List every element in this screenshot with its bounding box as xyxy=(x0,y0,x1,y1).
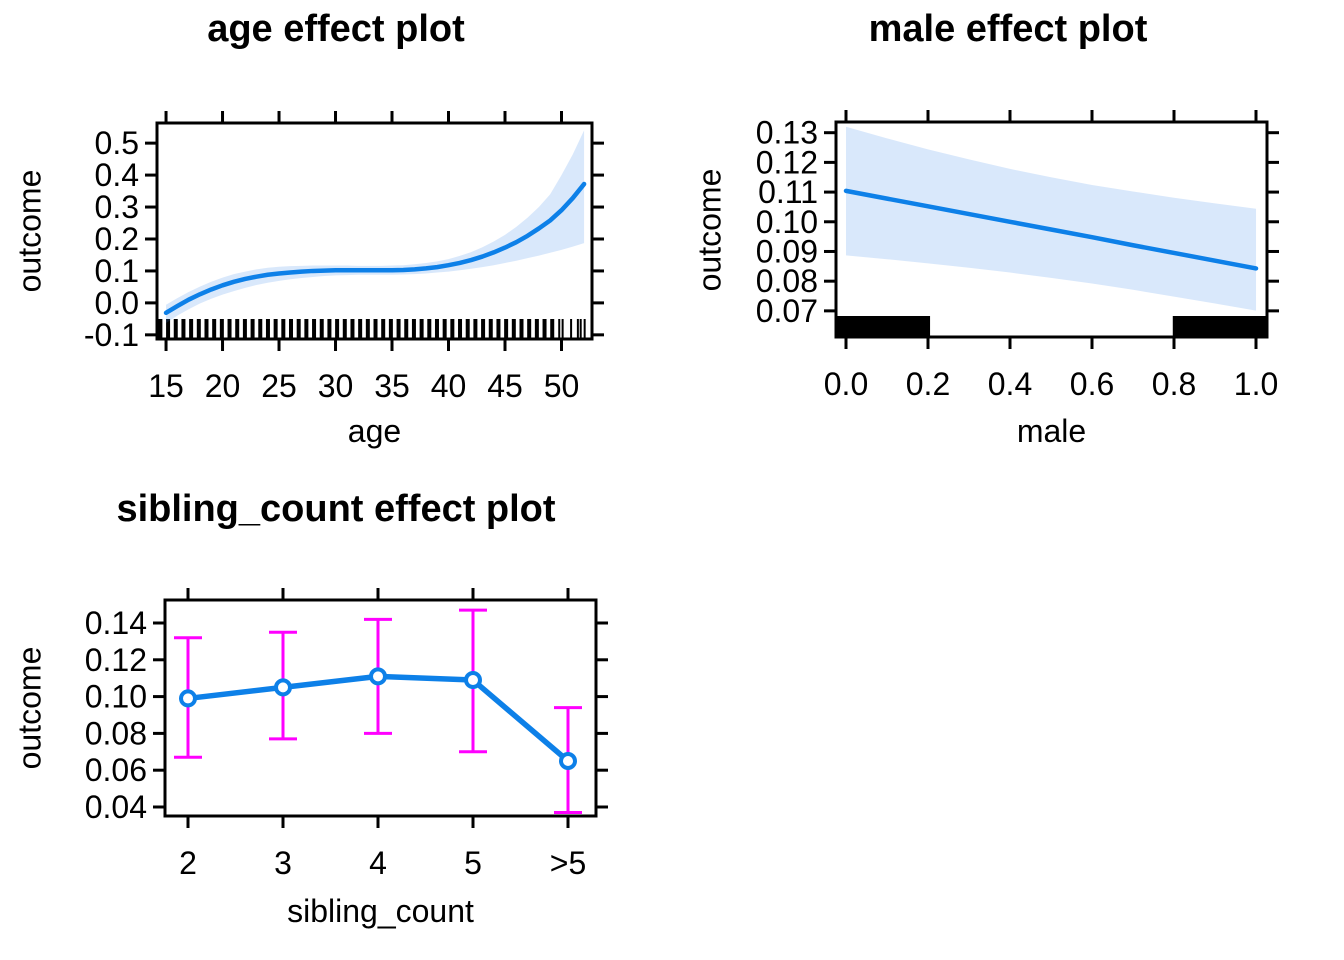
sibling-count-effect-panel: 2 3 4 5 >5 0.04 0.06 0.08 0.10 0.12 0.14 sibling_c… xyxy=(0,480,672,960)
svg-text:2: 2 xyxy=(179,845,197,881)
svg-text:0.06: 0.06 xyxy=(85,752,147,788)
svg-text:0.4: 0.4 xyxy=(988,366,1032,402)
svg-text:25: 25 xyxy=(261,368,297,404)
svg-text:15: 15 xyxy=(148,368,184,404)
svg-text:0.0: 0.0 xyxy=(824,366,868,402)
svg-text:0.13: 0.13 xyxy=(756,115,818,151)
svg-text:0.1: 0.1 xyxy=(95,253,139,289)
svg-text:3: 3 xyxy=(274,845,292,881)
male-plot-canvas: 0.0 0.2 0.4 0.6 0.8 1.00.070.080.090.100.110.… xyxy=(756,110,1279,402)
svg-text:0.5: 0.5 xyxy=(95,125,139,161)
svg-text:0.2: 0.2 xyxy=(95,221,139,257)
svg-text:0.04: 0.04 xyxy=(85,789,147,825)
svg-text:35: 35 xyxy=(374,368,410,404)
svg-text:45: 45 xyxy=(487,368,523,404)
svg-text:30: 30 xyxy=(318,368,354,404)
svg-text:4: 4 xyxy=(369,845,387,881)
sibling-count-plot-canvas: 2 3 4 5 >5 0.040.060.080.100.120.14 xyxy=(85,588,608,881)
svg-text:-0.1: -0.1 xyxy=(84,317,139,353)
age-y-axis-label: outcome xyxy=(11,169,48,293)
svg-text:40: 40 xyxy=(431,368,467,404)
svg-text:0.14: 0.14 xyxy=(85,605,147,641)
male-effect-panel: 0.0 0.2 0.4 0.6 0.8 1.0 0.07 0.08 0.09 0.10 0.11 0.… xyxy=(672,0,1344,480)
svg-text:0.12: 0.12 xyxy=(756,144,818,180)
svg-text:20: 20 xyxy=(205,368,241,404)
male-x-axis-label: male xyxy=(1016,413,1087,449)
svg-text:0.6: 0.6 xyxy=(1070,366,1114,402)
svg-text:0.08: 0.08 xyxy=(85,715,147,751)
svg-text:0.4: 0.4 xyxy=(95,157,139,193)
svg-text:0.2: 0.2 xyxy=(906,366,950,402)
svg-text:0.8: 0.8 xyxy=(1152,366,1196,402)
svg-text:>5: >5 xyxy=(550,845,586,881)
age-effect-panel: 15 20 25 30 35 40 45 50 -0.1 0.0 0.1 0.2 0.3 0.4 0.5 a… xyxy=(0,0,672,480)
sibling-count-y-axis-label: outcome xyxy=(11,646,48,770)
svg-text:0.09: 0.09 xyxy=(756,233,818,269)
male-plot-title: male effect plot xyxy=(868,8,1148,50)
svg-text:0.10: 0.10 xyxy=(85,679,147,715)
sibling-count-plot-title: sibling_count effect plot xyxy=(116,488,556,530)
svg-text:0.0: 0.0 xyxy=(95,285,139,321)
svg-text:0.12: 0.12 xyxy=(85,642,147,678)
age-x-axis-label: age xyxy=(347,413,402,449)
age-plot-title: age effect plot xyxy=(207,8,465,50)
male-y-axis-label: outcome xyxy=(691,168,728,292)
svg-text:50: 50 xyxy=(544,368,580,404)
svg-text:0.11: 0.11 xyxy=(758,174,818,210)
svg-text:0.10: 0.10 xyxy=(756,204,818,240)
svg-text:5: 5 xyxy=(464,845,482,881)
svg-text:0.3: 0.3 xyxy=(95,189,139,225)
sibling-count-x-axis-label: sibling_count xyxy=(287,893,474,929)
age-plot-canvas: 15 20 25 30 35 40 45 50 -0.10.00.10.20.30.40.5 xyxy=(84,111,604,404)
svg-text:0.08: 0.08 xyxy=(756,263,818,299)
svg-text:0.07: 0.07 xyxy=(756,293,818,329)
svg-text:1.0: 1.0 xyxy=(1234,366,1278,402)
